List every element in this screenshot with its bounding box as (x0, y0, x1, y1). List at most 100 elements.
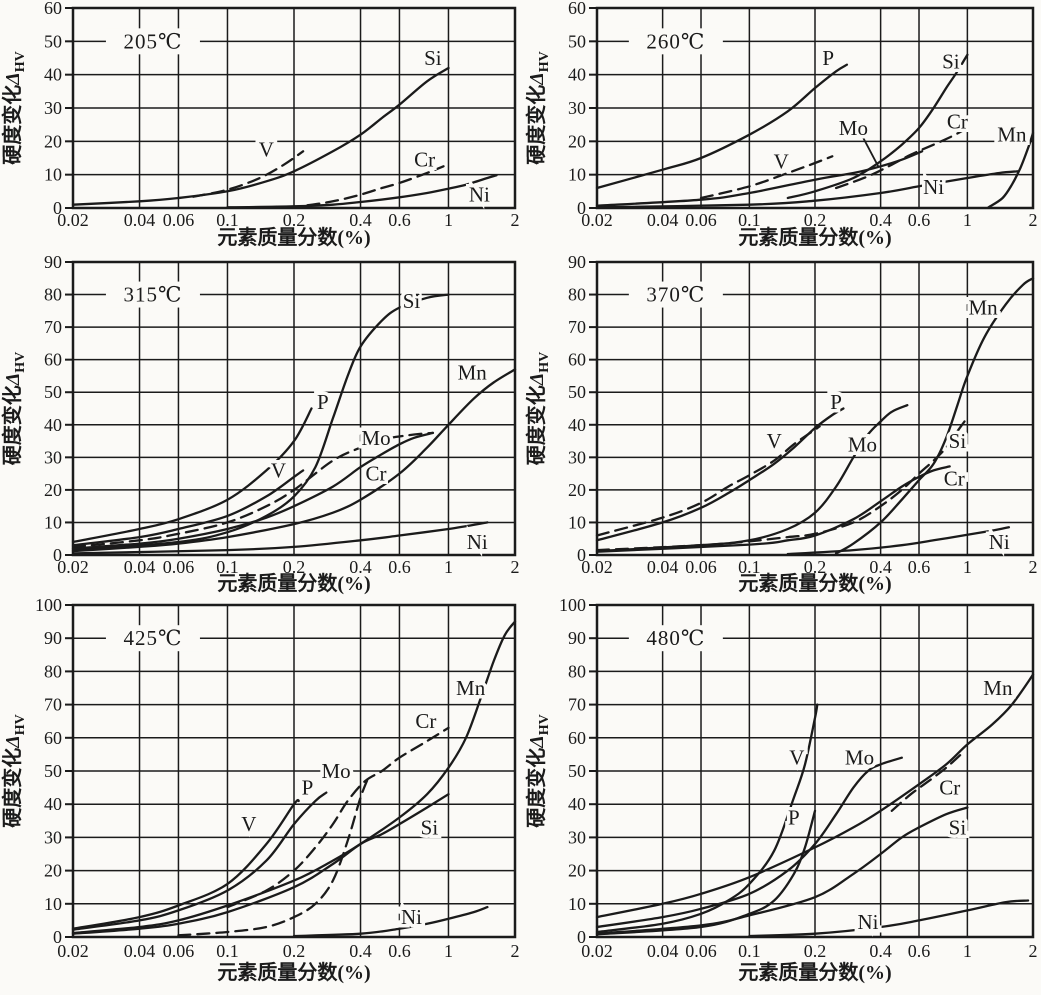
x-axis-title: 元素质量分数(%) (738, 960, 891, 984)
curve-label-si: Si (424, 46, 442, 70)
x-axis-ticks: 0.02 0.04 0.06 0.1 0.2 0.4 0.6 1 2 (57, 941, 519, 961)
y-tick-label: 70 (44, 317, 62, 337)
curve-label-ni: Ni (923, 175, 944, 199)
curve-v (595, 425, 821, 537)
y-tick-label: 0 (577, 545, 586, 565)
plot-border (71, 260, 517, 557)
curve-label-cr: Cr (939, 776, 960, 800)
x-axis-ticks: 0.02 0.04 0.06 0.1 0.2 0.4 0.6 1 2 (57, 557, 519, 577)
y-tick-label: 20 (44, 861, 62, 881)
chart-205c: 0 10 20 30 40 50 60 0.02 0.04 0.06 0.1 0.2 0.4 0.6 1 2 S… (0, 0, 520, 250)
chart-svg-425℃: 0 10 20 30 40 50 60 70 80 90 100 0.02 0.04 0.06 0.1 0.2… (0, 595, 520, 984)
curve-label-v: V (767, 429, 782, 453)
y-tick-label: 10 (568, 512, 586, 532)
gridlines (73, 262, 515, 555)
y-tick-label: 0 (53, 545, 62, 565)
curve-si (786, 53, 969, 200)
curve-label-mn: Mn (458, 361, 488, 385)
x-tick-label: 0.04 (124, 941, 156, 961)
curve-label-ni: Ni (401, 905, 422, 929)
x-tick-label: 0.02 (581, 941, 613, 961)
x-tick-label: 0.02 (581, 557, 613, 577)
x-tick-label: 0.02 (581, 210, 613, 230)
y-tick-label: 80 (568, 285, 586, 305)
x-tick-label: 0.2 (804, 557, 827, 577)
curve-mo (177, 773, 371, 937)
y-axis-ticks: 0 10 20 30 40 50 60 (568, 0, 596, 218)
x-tick-label: 0.04 (647, 557, 679, 577)
curve-label-si: Si (949, 815, 967, 839)
x-tick-label: 0.1 (216, 210, 239, 230)
chart-480c: 0 10 20 30 40 50 60 70 80 90 100 0.02 0.04 0.06 0.1 0.2… (520, 590, 1041, 995)
curve-label-si: Si (949, 429, 967, 453)
x-tick-label: 0.1 (216, 557, 239, 577)
curve-label-mo: Mo (361, 426, 390, 450)
y-tick-label: 40 (568, 65, 586, 85)
curve-ni (226, 174, 498, 209)
y-tick-label: 10 (568, 894, 586, 914)
curve-mn (834, 277, 1035, 555)
curve-label-si: Si (942, 49, 960, 73)
curve-label-cr: Cr (947, 109, 968, 133)
x-axis-ticks: 0.02 0.04 0.06 0.1 0.2 0.4 0.6 1 2 (581, 941, 1037, 961)
x-axis-ticks: 0.02 0.04 0.06 0.1 0.2 0.4 0.6 1 2 (57, 210, 519, 230)
curve-label-mn: Mn (456, 676, 486, 700)
x-tick-label: 0.06 (163, 557, 195, 577)
x-tick-label: 0.2 (283, 557, 306, 577)
x-axis-title: 元素质量分数(%) (217, 960, 370, 984)
chart-svg-370℃: 0 10 20 30 40 50 60 70 80 90 0.02 0.04 0.06 0.1 0.2 0.4… (524, 252, 1038, 595)
plot-border (595, 6, 1035, 210)
label-leader-mo (861, 135, 880, 167)
y-tick-label: 30 (568, 447, 586, 467)
curve-cr (226, 726, 450, 909)
curve-p (71, 791, 328, 931)
y-tick-label: 30 (568, 98, 586, 118)
curve-label-p: P (302, 776, 314, 800)
curve-ni (71, 521, 489, 555)
curve-mo (595, 756, 903, 929)
curve-si (595, 420, 966, 552)
curve-label-v: V (271, 458, 286, 482)
y-axis-ticks: 0 10 20 30 40 50 60 70 80 90 (44, 252, 72, 565)
curve-v (595, 703, 819, 934)
x-axis-title: 元素质量分数(%) (217, 571, 370, 595)
y-tick-label: 10 (44, 512, 62, 532)
x-tick-label: 0.2 (283, 210, 306, 230)
y-tick-label: 60 (568, 0, 586, 18)
y-axis-title: 硬度变化ΔHV (0, 352, 28, 466)
x-tick-label: 0.04 (647, 941, 679, 961)
y-tick-label: 50 (44, 761, 62, 781)
curve-si (71, 293, 450, 552)
y-axis-ticks: 0 10 20 30 40 50 60 (44, 0, 72, 218)
temperature-label: 205℃ (123, 29, 182, 53)
y-tick-label: 90 (44, 252, 62, 272)
plot-border (595, 260, 1035, 557)
x-tick-label: 0.6 (388, 210, 411, 230)
temperature-label: 315℃ (123, 283, 182, 307)
y-tick-label: 80 (44, 661, 62, 681)
y-tick-label: 40 (44, 415, 62, 435)
y-axis-title: 硬度变化ΔHV (0, 714, 28, 828)
x-tick-label: 1 (444, 941, 453, 961)
y-tick-label: 40 (44, 794, 62, 814)
curve-label-mo: Mo (845, 746, 874, 770)
curve-label-mn: Mn (983, 676, 1013, 700)
x-tick-label: 2 (511, 941, 520, 961)
x-tick-label: 0.06 (163, 941, 195, 961)
y-tick-label: 20 (568, 861, 586, 881)
curve-label-ni: Ni (857, 910, 878, 934)
x-tick-label: 0.4 (349, 210, 372, 230)
x-tick-label: 0.6 (908, 941, 931, 961)
curve-label-mn: Mn (997, 123, 1027, 147)
temp-label-bg (105, 281, 200, 308)
temperature-label: 425℃ (123, 626, 182, 650)
curve-cr (71, 431, 435, 550)
y-tick-label: 50 (44, 382, 62, 402)
chart-425c: 0 10 20 30 40 50 60 70 80 90 100 0.02 0.04 0.06 0.1 0.2… (0, 590, 520, 995)
curve-mo (71, 431, 435, 549)
curve-mn (595, 673, 1035, 919)
curve-label-p: P (822, 46, 834, 70)
curve-mn (71, 368, 517, 553)
x-tick-label: 0.6 (908, 557, 931, 577)
